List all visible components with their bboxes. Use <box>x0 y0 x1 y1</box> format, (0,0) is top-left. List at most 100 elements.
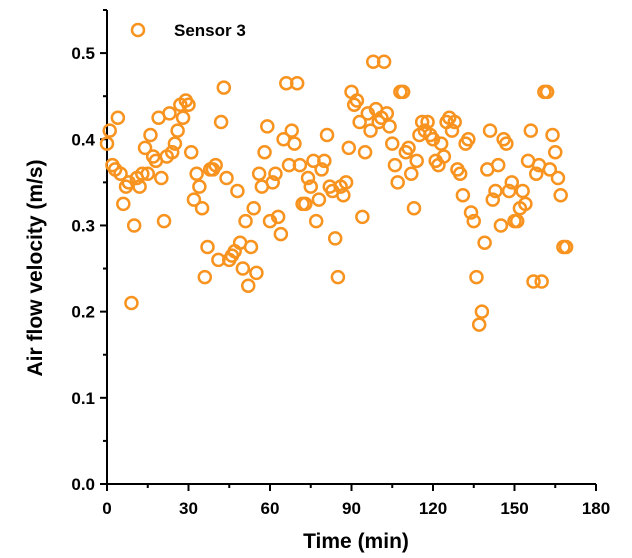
data-point <box>292 157 308 173</box>
x-tick-label: 150 <box>500 499 528 518</box>
x-tick-label: 60 <box>261 499 280 518</box>
data-point <box>327 231 343 246</box>
data-point <box>409 153 424 169</box>
data-point <box>268 166 283 181</box>
data-point <box>357 144 373 160</box>
data-point <box>132 179 147 194</box>
data-point <box>349 93 365 108</box>
data-point <box>257 144 272 160</box>
data-point <box>124 295 139 311</box>
data-point <box>482 123 498 138</box>
data-point <box>137 140 153 156</box>
data-point <box>395 84 411 100</box>
data-point <box>246 200 261 216</box>
data-point <box>300 170 316 186</box>
data-point <box>287 136 302 151</box>
y-tick-label: 0.5 <box>71 44 95 63</box>
data-point <box>216 80 232 95</box>
data-point <box>379 106 395 121</box>
data-point <box>311 192 327 207</box>
data-point <box>488 183 503 199</box>
data-point <box>414 114 430 130</box>
data-point <box>352 114 367 130</box>
data-point <box>317 153 332 169</box>
data-point <box>385 136 400 151</box>
data-point <box>338 175 354 190</box>
data-point <box>444 123 460 138</box>
data-point <box>186 192 202 207</box>
data-point <box>265 175 280 190</box>
data-point <box>113 166 128 181</box>
data-point <box>154 170 169 186</box>
legend: Sensor 3 <box>130 21 246 40</box>
data-points <box>99 54 574 332</box>
data-point <box>110 110 126 125</box>
data-point <box>490 157 506 173</box>
data-point <box>170 123 185 138</box>
data-point <box>238 213 253 229</box>
data-point <box>518 196 533 212</box>
data-point <box>260 119 275 134</box>
data-point <box>420 114 435 130</box>
x-tick-label: 120 <box>419 499 447 518</box>
data-point <box>523 123 539 138</box>
data-point <box>477 235 492 250</box>
data-point <box>553 188 568 203</box>
data-point <box>401 140 416 156</box>
data-point <box>474 304 490 319</box>
y-tick-label: 0.1 <box>71 389 95 408</box>
data-point <box>192 179 207 194</box>
legend-marker <box>130 22 146 38</box>
x-tick-label: 0 <box>102 499 111 518</box>
data-point <box>284 123 299 138</box>
data-point <box>243 239 259 255</box>
x-axis-title: Time (min) <box>303 530 409 553</box>
x-tick-label: 90 <box>342 499 361 518</box>
data-point <box>140 166 155 181</box>
data-point <box>404 166 419 181</box>
data-point <box>99 136 115 151</box>
y-tick-label: 0.0 <box>71 475 95 494</box>
data-point <box>175 110 191 125</box>
data-point <box>499 136 514 151</box>
legend-label: Sensor 3 <box>174 21 246 40</box>
data-point <box>504 175 520 190</box>
x-tick-label: 180 <box>582 499 610 518</box>
data-point <box>526 274 541 289</box>
data-point <box>336 188 351 203</box>
data-point <box>387 157 403 173</box>
data-point <box>515 183 530 199</box>
data-point <box>469 269 484 285</box>
data-point <box>485 192 501 207</box>
data-point <box>213 114 229 130</box>
data-point <box>251 166 267 181</box>
data-point <box>102 123 117 138</box>
data-point <box>273 226 289 242</box>
data-point <box>539 84 555 100</box>
data-point <box>208 157 223 173</box>
data-point <box>501 183 517 199</box>
data-point <box>197 269 213 285</box>
data-point <box>390 175 405 190</box>
y-axis-title: Air flow velocity (m/s) <box>24 159 47 376</box>
data-point <box>382 119 397 134</box>
data-point <box>241 278 256 294</box>
data-point <box>167 136 183 151</box>
data-point <box>355 209 370 225</box>
data-point <box>447 114 462 130</box>
data-point <box>298 196 313 212</box>
data-point <box>466 213 481 229</box>
data-point <box>433 136 449 151</box>
x-tick-label: 30 <box>179 499 198 518</box>
data-point <box>548 144 563 160</box>
data-point <box>156 213 172 229</box>
data-point <box>406 200 422 216</box>
data-point <box>542 162 558 177</box>
data-point <box>143 127 158 143</box>
data-point <box>534 274 549 289</box>
data-point <box>550 170 566 186</box>
data-point <box>452 166 468 181</box>
data-point <box>558 239 574 255</box>
data-point <box>303 179 318 194</box>
data-point <box>200 239 215 255</box>
